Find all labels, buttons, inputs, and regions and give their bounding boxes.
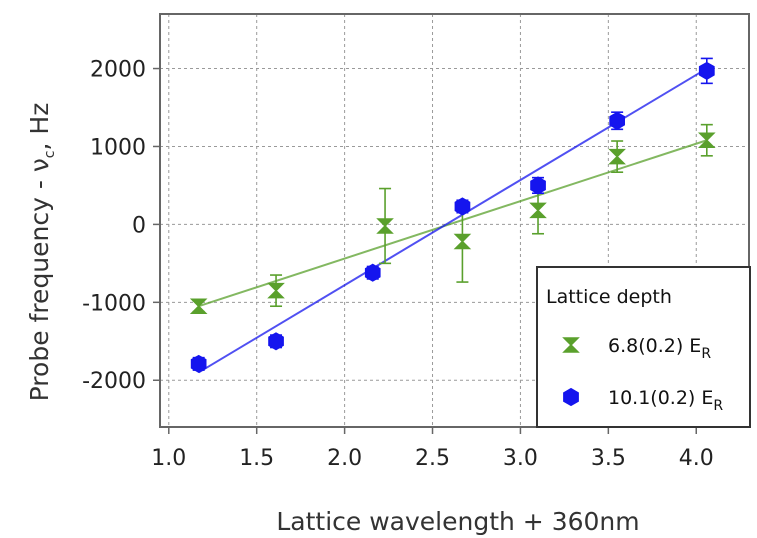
x-tick-label: 3.5 — [591, 446, 626, 471]
data-point-series-1 — [697, 132, 716, 148]
x-tick-label: 2.5 — [415, 446, 450, 471]
legend-label-series-1: 6.8(0.2) ER — [608, 335, 711, 362]
x-tick-label: 1.0 — [151, 446, 186, 471]
data-point-series-2 — [268, 332, 284, 351]
data-point-series-2 — [190, 354, 207, 373]
data-point-series-1 — [189, 298, 208, 314]
legend-label-series-2: 10.1(0.2) ER — [608, 387, 723, 414]
data-point-series-2 — [609, 111, 625, 130]
data-point-series-1 — [529, 202, 547, 219]
data-point-series-1 — [267, 282, 285, 299]
data-point-series-1 — [376, 218, 394, 234]
data-point-series-1 — [608, 148, 626, 165]
x-tick-label: 1.5 — [239, 446, 274, 471]
y-tick-label: 1000 — [90, 135, 146, 160]
data-point-series-2 — [530, 176, 546, 195]
grid — [160, 14, 749, 427]
y-tick-label: -1000 — [82, 291, 146, 316]
legend-marker-series-1 — [562, 337, 580, 353]
y-tick-label: 2000 — [90, 58, 146, 83]
legend: Lattice depth 6.8(0.2) ER 10.1(0.2) ER — [536, 266, 751, 428]
y-tick-label: -2000 — [82, 369, 146, 394]
ticks: 1.0 1.5 2.0 2.5 3.0 3.5 4.0 -2000 -1000 0 1000 2000 — [82, 58, 714, 471]
plot-frame — [159, 13, 750, 428]
data-point-series-1 — [453, 233, 472, 250]
y-axis-title: Probe frequency - νc, Hz — [25, 103, 58, 402]
data-point-series-2 — [698, 61, 715, 80]
x-tick-label: 2.0 — [327, 446, 362, 471]
data-points — [189, 57, 716, 373]
data-point-series-2 — [454, 197, 471, 216]
legend-marker-series-2 — [563, 387, 579, 407]
x-tick-label: 3.0 — [503, 446, 538, 471]
fit-line-series-1 — [198, 139, 708, 308]
x-axis-title: Lattice wavelength + 360nm — [276, 507, 639, 536]
legend-items: 6.8(0.2) ER 10.1(0.2) ER — [562, 335, 723, 414]
x-tick-label: 4.0 — [679, 446, 714, 471]
legend-title: Lattice depth — [546, 286, 672, 308]
data-point-series-2 — [364, 263, 381, 282]
y-tick-label: 0 — [132, 213, 146, 238]
